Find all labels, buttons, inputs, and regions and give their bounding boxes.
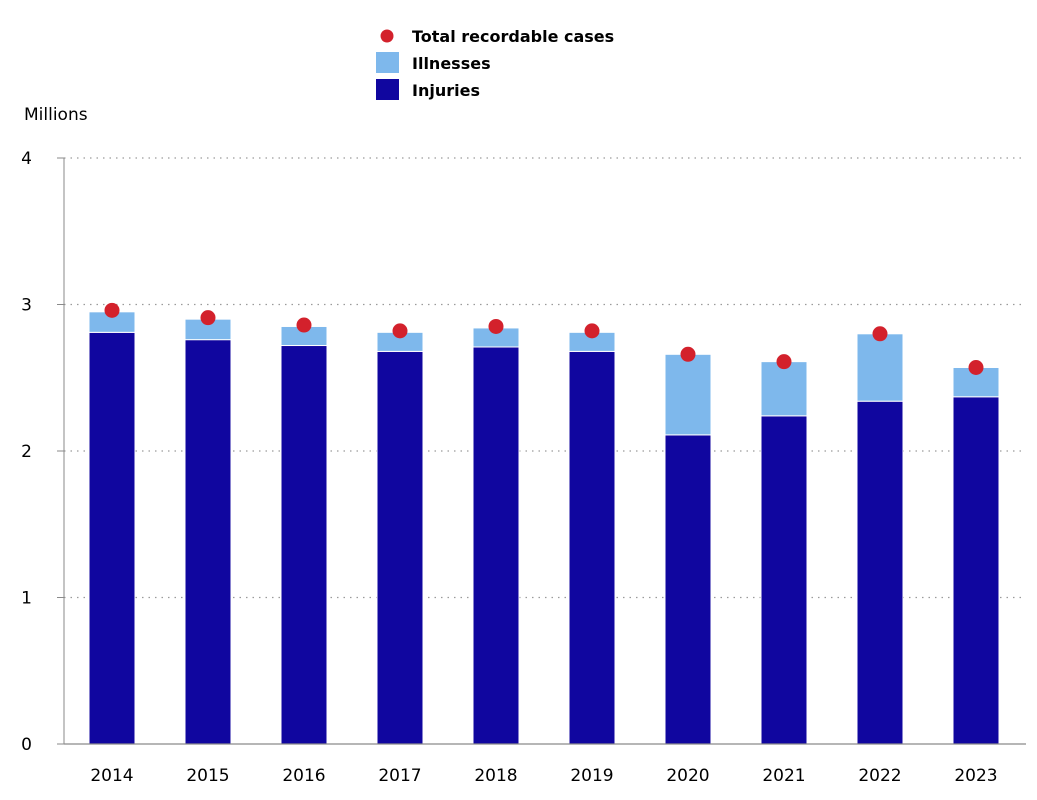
bar-injuries-2017 xyxy=(376,350,424,745)
x-tick-label: 2019 xyxy=(570,766,613,786)
legend-label: Illnesses xyxy=(412,54,491,73)
y-tick-label: 0 xyxy=(21,735,32,755)
bar-injuries-2019 xyxy=(568,350,616,745)
y-tick-label: 2 xyxy=(21,442,32,462)
marker-total-2015 xyxy=(200,310,216,326)
bar-injuries-2014 xyxy=(88,331,136,745)
x-tick-label: 2016 xyxy=(282,766,325,786)
marker-total-2014 xyxy=(104,302,120,318)
y-tick-label: 3 xyxy=(21,296,32,316)
x-tick-label: 2022 xyxy=(858,766,901,786)
marker-total-2023 xyxy=(968,359,984,375)
tick-labels: 0 1 2 3 4 2014 2015 2016 2017 2018 2019 2020 2021 202… xyxy=(21,149,997,786)
x-tick-label: 2015 xyxy=(186,766,229,786)
legend-label: Injuries xyxy=(412,81,480,100)
marker-total-2017 xyxy=(392,323,408,339)
x-tick-label: 2018 xyxy=(474,766,517,786)
legend-marker-total xyxy=(380,29,394,43)
x-tick-label: 2017 xyxy=(378,766,421,786)
legend-swatch-illnesses xyxy=(376,52,399,73)
y-tick-label: 1 xyxy=(21,589,32,609)
x-tick-label: 2020 xyxy=(666,766,709,786)
bar-injuries-2015 xyxy=(184,339,232,745)
legend-label: Total recordable cases xyxy=(412,27,614,46)
bar-injuries-2020 xyxy=(664,434,712,745)
marker-total-2021 xyxy=(776,354,792,370)
bars xyxy=(88,311,1000,745)
axes xyxy=(57,157,1026,745)
x-tick-label: 2023 xyxy=(954,766,997,786)
bar-illnesses-2020 xyxy=(664,353,712,436)
bar-injuries-2023 xyxy=(952,396,1000,745)
marker-total-2018 xyxy=(488,318,504,334)
marker-total-2022 xyxy=(872,326,888,342)
bar-injuries-2016 xyxy=(280,345,328,745)
x-tick-label: 2014 xyxy=(90,766,133,786)
marker-total-2016 xyxy=(296,317,312,333)
x-tick-label: 2021 xyxy=(762,766,805,786)
bar-injuries-2018 xyxy=(472,346,520,745)
bar-injuries-2021 xyxy=(760,415,808,745)
bar-injuries-2022 xyxy=(856,400,904,745)
bar-illnesses-2022 xyxy=(856,333,904,402)
legend-swatch-injuries xyxy=(376,79,399,100)
y-axis-label: Millions xyxy=(24,105,88,125)
y-tick-label: 4 xyxy=(21,149,32,169)
marker-total-2019 xyxy=(584,323,600,339)
marker-total-2020 xyxy=(680,346,696,362)
total-markers xyxy=(104,302,984,375)
bar-illnesses-2021 xyxy=(760,361,808,417)
legend: Total recordable cases Illnesses Injuries xyxy=(376,27,614,100)
